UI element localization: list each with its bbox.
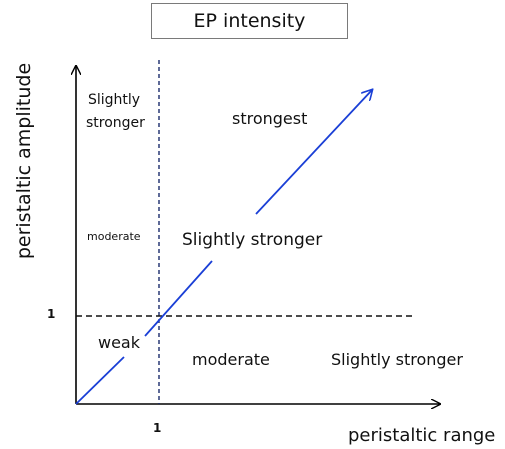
intensity-arrow-segment-mid bbox=[144, 260, 213, 337]
intensity-arrow-segment-high bbox=[255, 90, 372, 215]
x-axis-title: peristaltic range bbox=[348, 425, 496, 446]
region-top-left-line2: stronger bbox=[86, 115, 145, 131]
intensity-arrow-segment-low bbox=[75, 356, 125, 405]
region-top-right: strongest bbox=[232, 109, 308, 128]
diagram-title: EP intensity bbox=[193, 10, 306, 32]
region-bottom-middle: moderate bbox=[192, 350, 270, 369]
region-top-left-line1: Slightly bbox=[88, 92, 141, 108]
region-bottom-right: Slightly stronger bbox=[331, 350, 463, 369]
region-bottom-left: weak bbox=[98, 333, 140, 352]
region-middle-right: Slightly stronger bbox=[182, 230, 323, 250]
title-box: EP intensity bbox=[151, 3, 348, 39]
y-tick-label: 1 bbox=[47, 307, 56, 321]
region-middle-left: moderate bbox=[87, 230, 141, 243]
y-axis-title: peristaltic amplitude bbox=[13, 62, 35, 260]
x-tick-label: 1 bbox=[153, 421, 162, 435]
